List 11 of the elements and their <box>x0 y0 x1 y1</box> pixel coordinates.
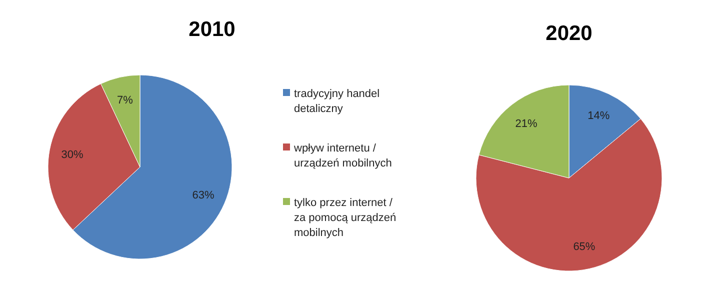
data-label: 7% <box>116 94 134 107</box>
data-label: 63% <box>192 189 215 202</box>
chart-title: 2010 <box>188 18 236 41</box>
legend-label: tylko przez internet / za pomocą urządzeń mobilnych <box>294 196 396 239</box>
chart-title: 2020 <box>546 22 592 45</box>
legend-label: tradycyjny handel detaliczny <box>294 88 380 115</box>
legend-label: wpływ internetu / urządzeń mobilnych <box>293 142 392 170</box>
data-label: 65% <box>573 240 596 253</box>
data-label: 14% <box>588 110 610 122</box>
data-label: 21% <box>515 118 538 130</box>
data-label: 30% <box>61 148 84 161</box>
